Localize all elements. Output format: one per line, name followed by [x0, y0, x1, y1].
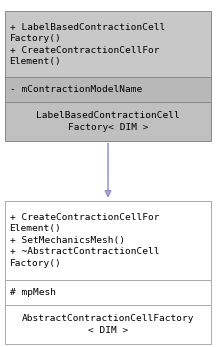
Text: + LabelBasedContractionCell
Factory()
+ CreateContractionCellFor
Element(): + LabelBasedContractionCell Factory() + … [10, 23, 165, 66]
Text: - mContractionModelName: - mContractionModelName [10, 85, 142, 94]
Text: + CreateContractionCellFor
Element()
+ SetMechanicsMesh()
+ ~AbstractContraction: + CreateContractionCellFor Element() + S… [10, 213, 159, 268]
Bar [5, 201, 211, 280]
Bar [5, 305, 211, 344]
Text: # mpMesh: # mpMesh [10, 288, 56, 297]
Text: LabelBasedContractionCell
Factory< DIM >: LabelBasedContractionCell Factory< DIM > [36, 111, 180, 132]
Bar [5, 280, 211, 305]
Bar [5, 77, 211, 102]
Bar [5, 11, 211, 77]
Bar [5, 102, 211, 141]
Text: AbstractContractionCellFactory
< DIM >: AbstractContractionCellFactory < DIM > [22, 314, 194, 335]
